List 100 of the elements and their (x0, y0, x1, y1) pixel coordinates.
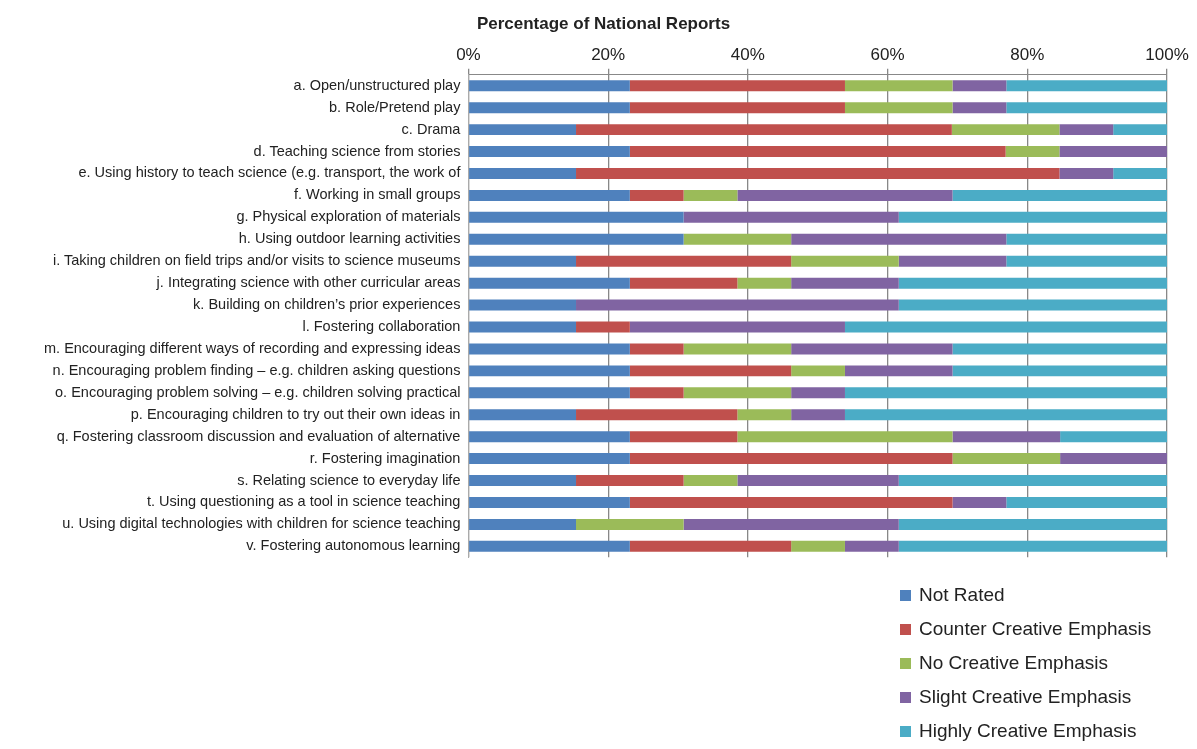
bar (791, 233, 1007, 245)
bar (952, 365, 1167, 377)
x-tick-label: 0% (456, 45, 481, 65)
bar (469, 255, 577, 267)
y-tick-label: k. Building on children’s prior experiences (193, 296, 461, 313)
bar (683, 343, 792, 355)
bar (469, 453, 630, 465)
bar (629, 496, 953, 508)
y-tick-label: a. Open/unstructured play (293, 76, 462, 93)
y-tick-label: j. Integrating science with other curricular areas (155, 274, 461, 291)
y-tick-label: o. Encouraging problem solving – e.g. children solving practical (55, 383, 461, 400)
bar (791, 365, 845, 377)
y-tick-label: m. Encouraging different ways of recording and expressing ideas (43, 339, 461, 356)
bar (629, 277, 738, 289)
bar (898, 255, 1007, 267)
bar (576, 409, 738, 421)
bar (469, 321, 577, 333)
bar (952, 496, 1007, 508)
bar (844, 102, 953, 114)
bar (683, 387, 792, 399)
bar (629, 365, 792, 377)
bar (629, 540, 792, 552)
bar (737, 277, 792, 289)
bar (629, 387, 684, 399)
bar (791, 255, 899, 267)
x-tick-label: 100% (1145, 45, 1189, 65)
bar (469, 124, 577, 136)
bar (898, 540, 1167, 552)
bar (737, 189, 953, 201)
bar (469, 80, 630, 92)
legend-label: Not Rated (919, 584, 1005, 606)
bar (469, 496, 630, 508)
bar (791, 409, 845, 421)
bar (576, 518, 684, 530)
bar (629, 453, 953, 465)
bar (683, 211, 899, 223)
y-tick-label: b. Role/Pretend play (329, 98, 462, 115)
y-tick-label: s. Relating science to everyday life (237, 471, 461, 488)
x-tick-label: 80% (1010, 45, 1045, 65)
bar (469, 409, 577, 421)
legend-label: Highly Creative Emphasis (919, 720, 1137, 742)
bar (469, 189, 630, 201)
bar (844, 80, 953, 92)
y-tick-label: t. Using questioning as a tool in science teaching (146, 493, 461, 510)
bar (1060, 431, 1167, 443)
x-tick-label: 60% (870, 45, 905, 65)
bar (1059, 124, 1114, 136)
bar (469, 365, 630, 377)
bar (1006, 80, 1167, 92)
bar (898, 277, 1167, 289)
bar (844, 365, 953, 377)
bar (469, 343, 630, 355)
bar (898, 211, 1167, 223)
chart-title: Percentage of National Reports (476, 13, 731, 33)
bar (844, 540, 899, 552)
y-tick-label: g. Physical exploration of materials (236, 208, 461, 225)
bar (469, 102, 630, 114)
y-tick-label: r. Fostering imagination (309, 449, 461, 466)
bar (469, 387, 630, 399)
bar (898, 475, 1167, 487)
y-tick-label: l. Fostering collaboration (302, 318, 461, 335)
bar (952, 343, 1167, 355)
x-tick-label: 40% (730, 45, 765, 65)
y-tick-label: i. Taking children on field trips and/or visits to science museums (52, 252, 461, 269)
bar (629, 321, 845, 333)
bar (737, 431, 953, 443)
bar (629, 343, 684, 355)
bar (469, 299, 577, 311)
bar (1006, 233, 1167, 245)
bar (683, 475, 738, 487)
bar (952, 102, 1007, 114)
bar (629, 102, 845, 114)
bar (576, 321, 630, 333)
bar (1059, 168, 1114, 179)
bar (737, 475, 899, 487)
legend-label: Slight Creative Emphasis (919, 686, 1132, 708)
bar (951, 124, 1060, 136)
bar (469, 211, 684, 223)
bar (683, 518, 899, 530)
bar (576, 124, 952, 136)
bar (1113, 168, 1167, 179)
bar (1005, 146, 1060, 158)
y-tick-label: f. Working in small groups (293, 186, 461, 203)
bar (1113, 124, 1167, 136)
bar (898, 299, 1167, 311)
y-tick-label: q. Fostering classroom discussion and evaluation of alternative (56, 427, 461, 444)
bar (576, 299, 899, 311)
bar (844, 321, 1167, 333)
y-tick-label: d. Teaching science from stories (253, 142, 461, 159)
bar (1006, 496, 1167, 508)
bar (629, 146, 1006, 158)
bar (629, 189, 684, 201)
bar (791, 277, 899, 289)
x-tick-label: 20% (591, 45, 626, 65)
bar (1060, 453, 1167, 465)
y-tick-label: c. Drama (401, 120, 462, 137)
bar (576, 255, 792, 267)
bar (469, 475, 577, 487)
bar (629, 80, 845, 92)
bar (683, 233, 792, 245)
